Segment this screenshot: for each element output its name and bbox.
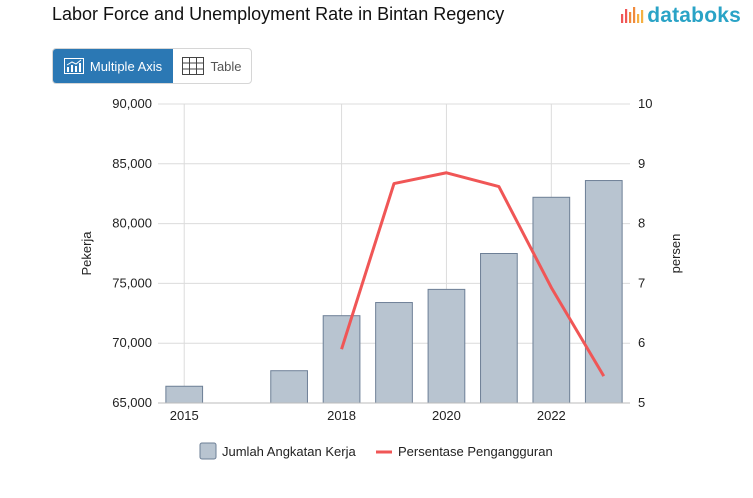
multiple-axis-label: Multiple Axis (89, 58, 163, 74)
multiple-axis-button[interactable]: Multiple Axis (53, 49, 173, 83)
y-left-tick-label: 90,000 (112, 96, 152, 111)
y-right-tick-label: 7 (638, 275, 645, 290)
legend-label-line: Persentase Pengangguran (398, 444, 553, 459)
y-right-axis-title: persen (668, 234, 683, 274)
y-left-tick-label: 65,000 (112, 395, 152, 410)
bar-2022 (532, 196, 571, 404)
x-tick-label: 2018 (327, 408, 356, 423)
bar-2021 (480, 253, 518, 404)
y-right-tick-label: 6 (638, 335, 645, 350)
bar-2017 (270, 370, 308, 404)
y-left-tick-label: 70,000 (112, 335, 152, 350)
table-icon (182, 57, 205, 75)
x-tick-label: 2015 (170, 408, 199, 423)
databoks-logo-icon (621, 7, 644, 23)
legend-swatch-bar (199, 442, 217, 460)
y-left-tick-label: 85,000 (112, 156, 152, 171)
bar-2020 (427, 288, 466, 404)
y-right-tick-label: 9 (638, 156, 645, 171)
y-left-tick-label: 75,000 (112, 275, 152, 290)
y-left-tick-label: 80,000 (112, 216, 152, 231)
table-button[interactable]: Table (173, 49, 251, 83)
bar-2019 (375, 302, 413, 404)
y-right-tick-label: 5 (638, 395, 645, 410)
bar-2023 (584, 180, 623, 404)
table-label: Table (210, 58, 242, 74)
view-toggle: Multiple Axis Table (52, 48, 252, 84)
y-right-tick-label: 10 (638, 96, 652, 111)
legend-label-bar: Jumlah Angkatan Kerja (222, 444, 356, 459)
bar-2018 (322, 315, 361, 404)
bar-2015 (165, 385, 204, 404)
x-tick-label: 2020 (432, 408, 461, 423)
line-series-persentase-pengangguran (340, 171, 606, 377)
chart-title: Labor Force and Unemployment Rate in Bin… (52, 4, 505, 24)
brand-logo: databoks (620, 4, 741, 28)
x-tick-label: 2022 (537, 408, 566, 423)
y-right-tick-label: 8 (638, 216, 645, 231)
y-left-axis-title: Pekerja (79, 231, 94, 276)
multiple-axis-icon (63, 58, 84, 74)
brand-name: databoks (647, 4, 741, 27)
